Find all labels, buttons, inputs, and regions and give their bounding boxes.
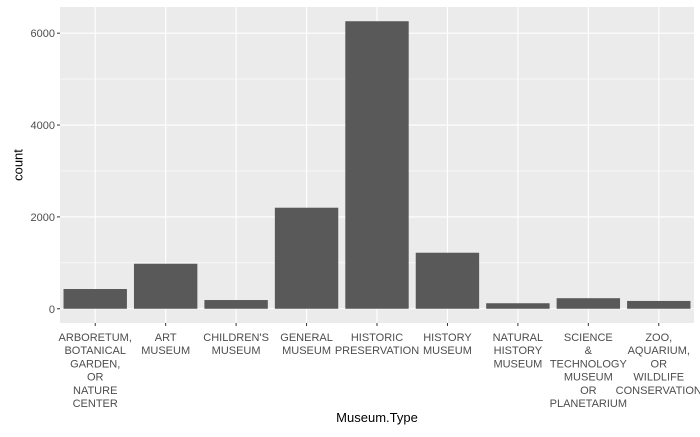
x-tick-label-line: TECHNOLOGY [550,358,628,370]
bars [63,21,691,309]
x-tick-label-line: CONSERVATION [616,385,700,397]
x-tick-label-line: ZOO, [645,332,672,344]
x-tick-label: GENERAL MUSEUM [280,332,333,357]
x-tick-label-line: MUSEUM [564,372,613,384]
x-tick-label-line: MUSEUM [493,358,542,370]
x-tick-label-line: ARBORETUM, [59,332,132,344]
x-tick-label-line: MUSEUM [282,345,331,357]
x-tick-label: HISTORY MUSEUM [423,332,472,357]
x-tick-label-line: MUSEUM [141,345,190,357]
x-tick-label-line: MUSEUM [212,345,261,357]
bar [133,263,198,309]
x-tick-label-line: SCIENCE [564,332,613,344]
bar [486,303,550,309]
x-tick-label-line: CHILDREN'S [203,332,269,344]
x-tick-label-line: OR [87,372,104,384]
x-tick-label-line: HISTORY [494,345,543,357]
x-tick-label-line: CENTER [73,398,118,410]
bar [345,21,409,309]
bar [274,207,339,309]
x-tick-label: NATURAL HISTORY MUSEUM [493,332,544,370]
x-tick-label-line: & [585,345,593,357]
bar [556,298,621,309]
x-tick-label-line: WILDLIFE [633,372,684,384]
x-tick-label-line: BOTANICAL [64,345,126,357]
x-tick-label-line: AQUARIUM, [628,345,690,357]
y-tick-label: 0 [49,304,55,316]
x-tick-label: SCIENCE & TECHNOLOGY MUSEUM OR PLANETARIUM [550,332,628,410]
x-tick-label-line: HISTORY [423,332,472,344]
x-tick-label-line: NATURAL [493,332,544,344]
x-tick-label-line: NATURE [73,385,117,397]
x-tick-label-line: GARDEN, [70,358,120,370]
y-tick-label: 2000 [31,212,55,224]
x-tick-label-line: GENERAL [280,332,333,344]
x-tick-label-line: PLANETARIUM [550,398,627,410]
x-axis-title: Museum.Type [336,410,418,425]
x-axis-ticks: ARBORETUM, BOTANICAL GARDEN, OR NATURE CENTER… [59,323,700,410]
x-tick-label: CHILDREN'S MUSEUM [203,332,269,357]
x-tick-label-line: ART [155,332,177,344]
x-tick-label: HISTORIC PRESERVATION [335,332,419,357]
bar [204,300,268,309]
x-tick-label: ARBORETUM, BOTANICAL GARDEN, OR NATURE CENTER [59,332,132,410]
y-axis-ticks: 0 2000 4000 6000 [31,28,60,316]
x-tick-label-line: PRESERVATION [335,345,419,357]
y-axis-title: count [11,149,26,181]
x-tick-label-line: HISTORIC [351,332,403,344]
x-tick-label-line: OR [580,385,597,397]
x-tick-label-line: OR [651,358,668,370]
bar [63,289,127,309]
bar [627,300,691,309]
bar [415,252,480,309]
y-tick-label: 4000 [31,120,55,132]
y-tick-label: 6000 [31,28,55,40]
x-tick-label-line: MUSEUM [423,345,472,357]
x-tick-label: ART MUSEUM [141,332,190,357]
x-tick-label: ZOO, AQUARIUM, OR WILDLIFE CONSERVATION [616,332,700,397]
